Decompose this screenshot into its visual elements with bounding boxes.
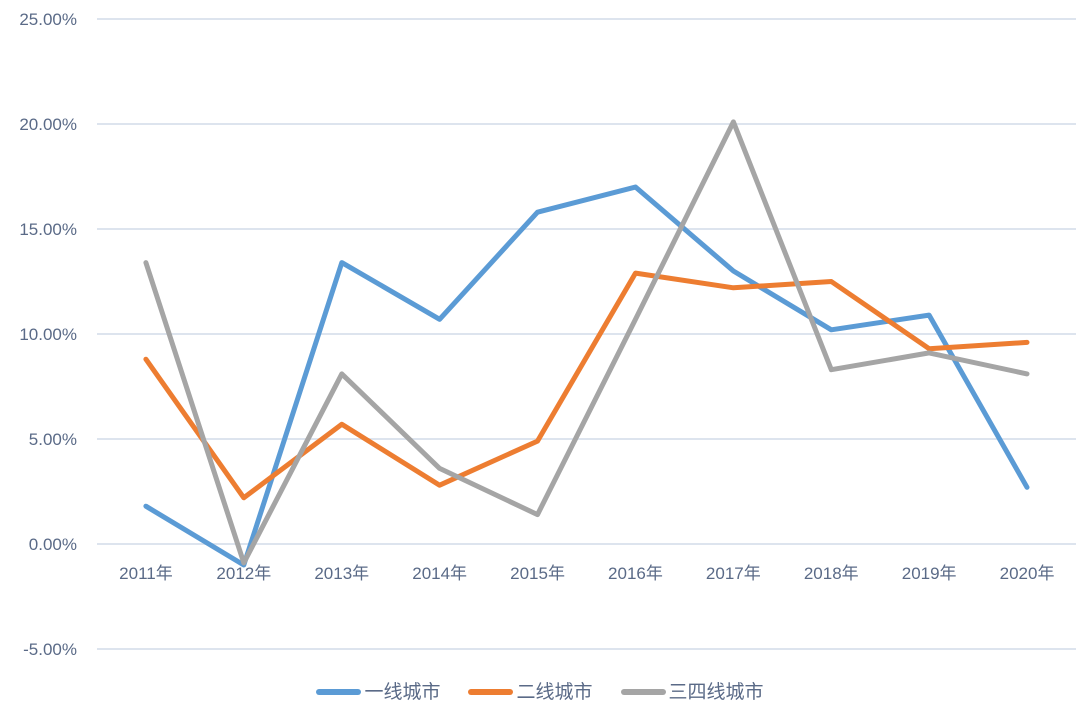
y-axis-tick-label: 5.00%: [29, 430, 77, 449]
legend-item-1: 二线城市: [468, 681, 593, 703]
y-axis-tick-label: 15.00%: [19, 220, 77, 239]
x-axis-tick-label: 2020年: [1000, 564, 1055, 583]
y-axis-tick-label: 0.00%: [29, 535, 77, 554]
x-axis-tick-label: 2018年: [804, 564, 859, 583]
y-axis-tick-label: -5.00%: [23, 640, 77, 659]
x-axis-tick-label: 2019年: [902, 564, 957, 583]
x-axis-tick-label: 2011年: [119, 564, 173, 583]
y-axis-tick-label: 25.00%: [19, 10, 77, 29]
legend-item-2: 三四线城市: [620, 681, 764, 703]
y-axis-tick-label: 20.00%: [19, 115, 77, 134]
x-axis-tick-label: 2015年: [510, 564, 565, 583]
x-axis-tick-label: 2016年: [608, 564, 663, 583]
legend-line-marker: [468, 689, 514, 695]
legend-label: 三四线城市: [668, 681, 764, 703]
series-line-2: [143, 119, 1030, 566]
series-line-0: [143, 184, 1030, 568]
x-axis-tick-label: 2013年: [314, 564, 369, 583]
legend: 一线城市 二线城市 三四线城市: [0, 676, 1080, 708]
legend-label: 一线城市: [364, 681, 441, 703]
x-axis-tick-label: 2017年: [706, 564, 761, 583]
y-axis-tick-label: 10.00%: [19, 325, 77, 344]
series-line-1: [143, 270, 1030, 501]
legend-label: 二线城市: [516, 681, 593, 703]
x-axis-tick-label: 2014年: [412, 564, 467, 583]
legend-line-marker: [316, 689, 362, 695]
x-axis-tick-label: 2012年: [216, 564, 271, 583]
legend-item-0: 一线城市: [316, 683, 440, 702]
legend-line-marker: [620, 689, 666, 695]
